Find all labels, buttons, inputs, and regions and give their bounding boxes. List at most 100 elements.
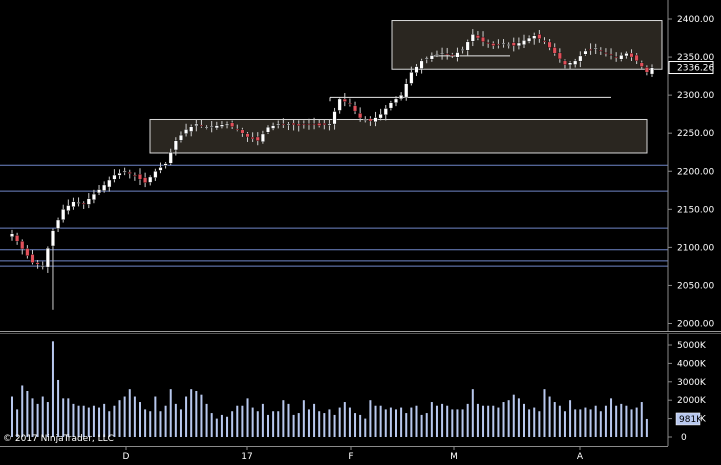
volume-bar (21, 385, 24, 437)
volume-bar (451, 409, 454, 437)
candle-body (496, 43, 501, 46)
candle-body (127, 172, 132, 174)
volume-bar (72, 403, 75, 437)
volume-bar (98, 407, 101, 437)
volume-bar (307, 409, 310, 437)
volume-bar (26, 391, 29, 437)
volume-bar (441, 403, 444, 437)
candle-body (143, 177, 148, 183)
volume-bar (144, 409, 147, 437)
volume-bar (369, 400, 372, 437)
candle-body (650, 67, 655, 75)
candle-body (61, 209, 66, 220)
candle-body (158, 167, 163, 171)
candle-body (153, 171, 158, 178)
volume-bar (497, 407, 500, 437)
candle-body (394, 98, 399, 104)
candle-body (281, 123, 286, 126)
candle-body (245, 133, 250, 138)
volume-bar (200, 394, 203, 437)
candle-body (122, 171, 127, 173)
volume-bar (118, 400, 121, 437)
candle-body (368, 118, 373, 122)
candle-body (317, 123, 322, 126)
time-tick-label: M (450, 452, 458, 462)
candle-body (460, 49, 465, 51)
volume-tick-label: 4000K (677, 359, 707, 369)
candle-body (603, 52, 608, 54)
time-tick-label: D (123, 452, 130, 462)
volume-tick-label: 5000K (677, 341, 707, 351)
volume-bar (313, 403, 316, 437)
volume-bar (246, 398, 249, 437)
price-tick-label: 2250.00 (677, 129, 714, 139)
candle-body (306, 123, 311, 126)
volume-bar (272, 411, 275, 437)
volume-bar (610, 398, 613, 437)
volume-bar (92, 405, 95, 437)
volume-bar (548, 396, 551, 437)
volume-bar (471, 389, 474, 437)
price-zone (149, 118, 648, 154)
candle-body (250, 137, 255, 140)
candle-body (337, 98, 342, 111)
volume-bar (318, 411, 321, 437)
candle-body (399, 94, 404, 100)
candle-body (240, 129, 245, 134)
candle-body (347, 102, 352, 105)
watermark: © 2017 NinjaTrader, LLC (3, 434, 114, 444)
volume-tick-label: 0 (681, 433, 687, 443)
candle-body (342, 98, 347, 102)
volume-bar (425, 413, 428, 437)
candle-body (573, 60, 578, 65)
candle-body (450, 54, 455, 56)
candle-body (527, 37, 532, 42)
volume-bar (77, 405, 80, 437)
volume-tick-label: 3000K (677, 378, 707, 388)
volume-bar (487, 405, 490, 437)
volume-bar (154, 396, 157, 437)
candle-body (81, 202, 86, 205)
candle-body (593, 47, 598, 50)
volume-bar (389, 407, 392, 437)
volume-bar (164, 405, 167, 437)
volume-bar (507, 400, 510, 437)
candle-body (598, 49, 603, 52)
candle-body (629, 53, 634, 58)
candle-body (455, 52, 460, 58)
candle-body (383, 108, 388, 116)
volume-bar (446, 405, 449, 437)
volume-bar (574, 409, 577, 437)
volume-bar (31, 398, 34, 437)
volume-bar (435, 405, 438, 437)
candle-body (230, 122, 235, 127)
time-tick-label: A (577, 452, 584, 462)
volume-bar (277, 411, 280, 437)
volume-bar (594, 405, 597, 437)
volume-bar (174, 403, 177, 437)
candle-body (378, 113, 383, 119)
volume-bar (128, 389, 131, 437)
candle-body (547, 41, 552, 48)
candle-body (358, 113, 363, 119)
volume-bar (523, 403, 525, 437)
candle-body (30, 254, 35, 263)
volume-bar (333, 414, 336, 437)
volume-bar (502, 402, 505, 437)
candle-body (225, 123, 230, 126)
candle-body (578, 55, 583, 62)
volume-bar (195, 391, 198, 437)
last-volume-label: 981K (679, 415, 703, 425)
volume-bar (533, 407, 536, 437)
candle-body (204, 126, 209, 129)
candle-body (542, 40, 547, 43)
volume-bar (482, 405, 485, 437)
candle-body (522, 40, 527, 46)
candle-body (481, 36, 486, 43)
volume-bar (461, 409, 464, 437)
price-tick-label: 2050.00 (677, 281, 714, 291)
candle-body (184, 129, 189, 134)
candle-body (511, 42, 516, 46)
volume-bar (328, 409, 331, 437)
